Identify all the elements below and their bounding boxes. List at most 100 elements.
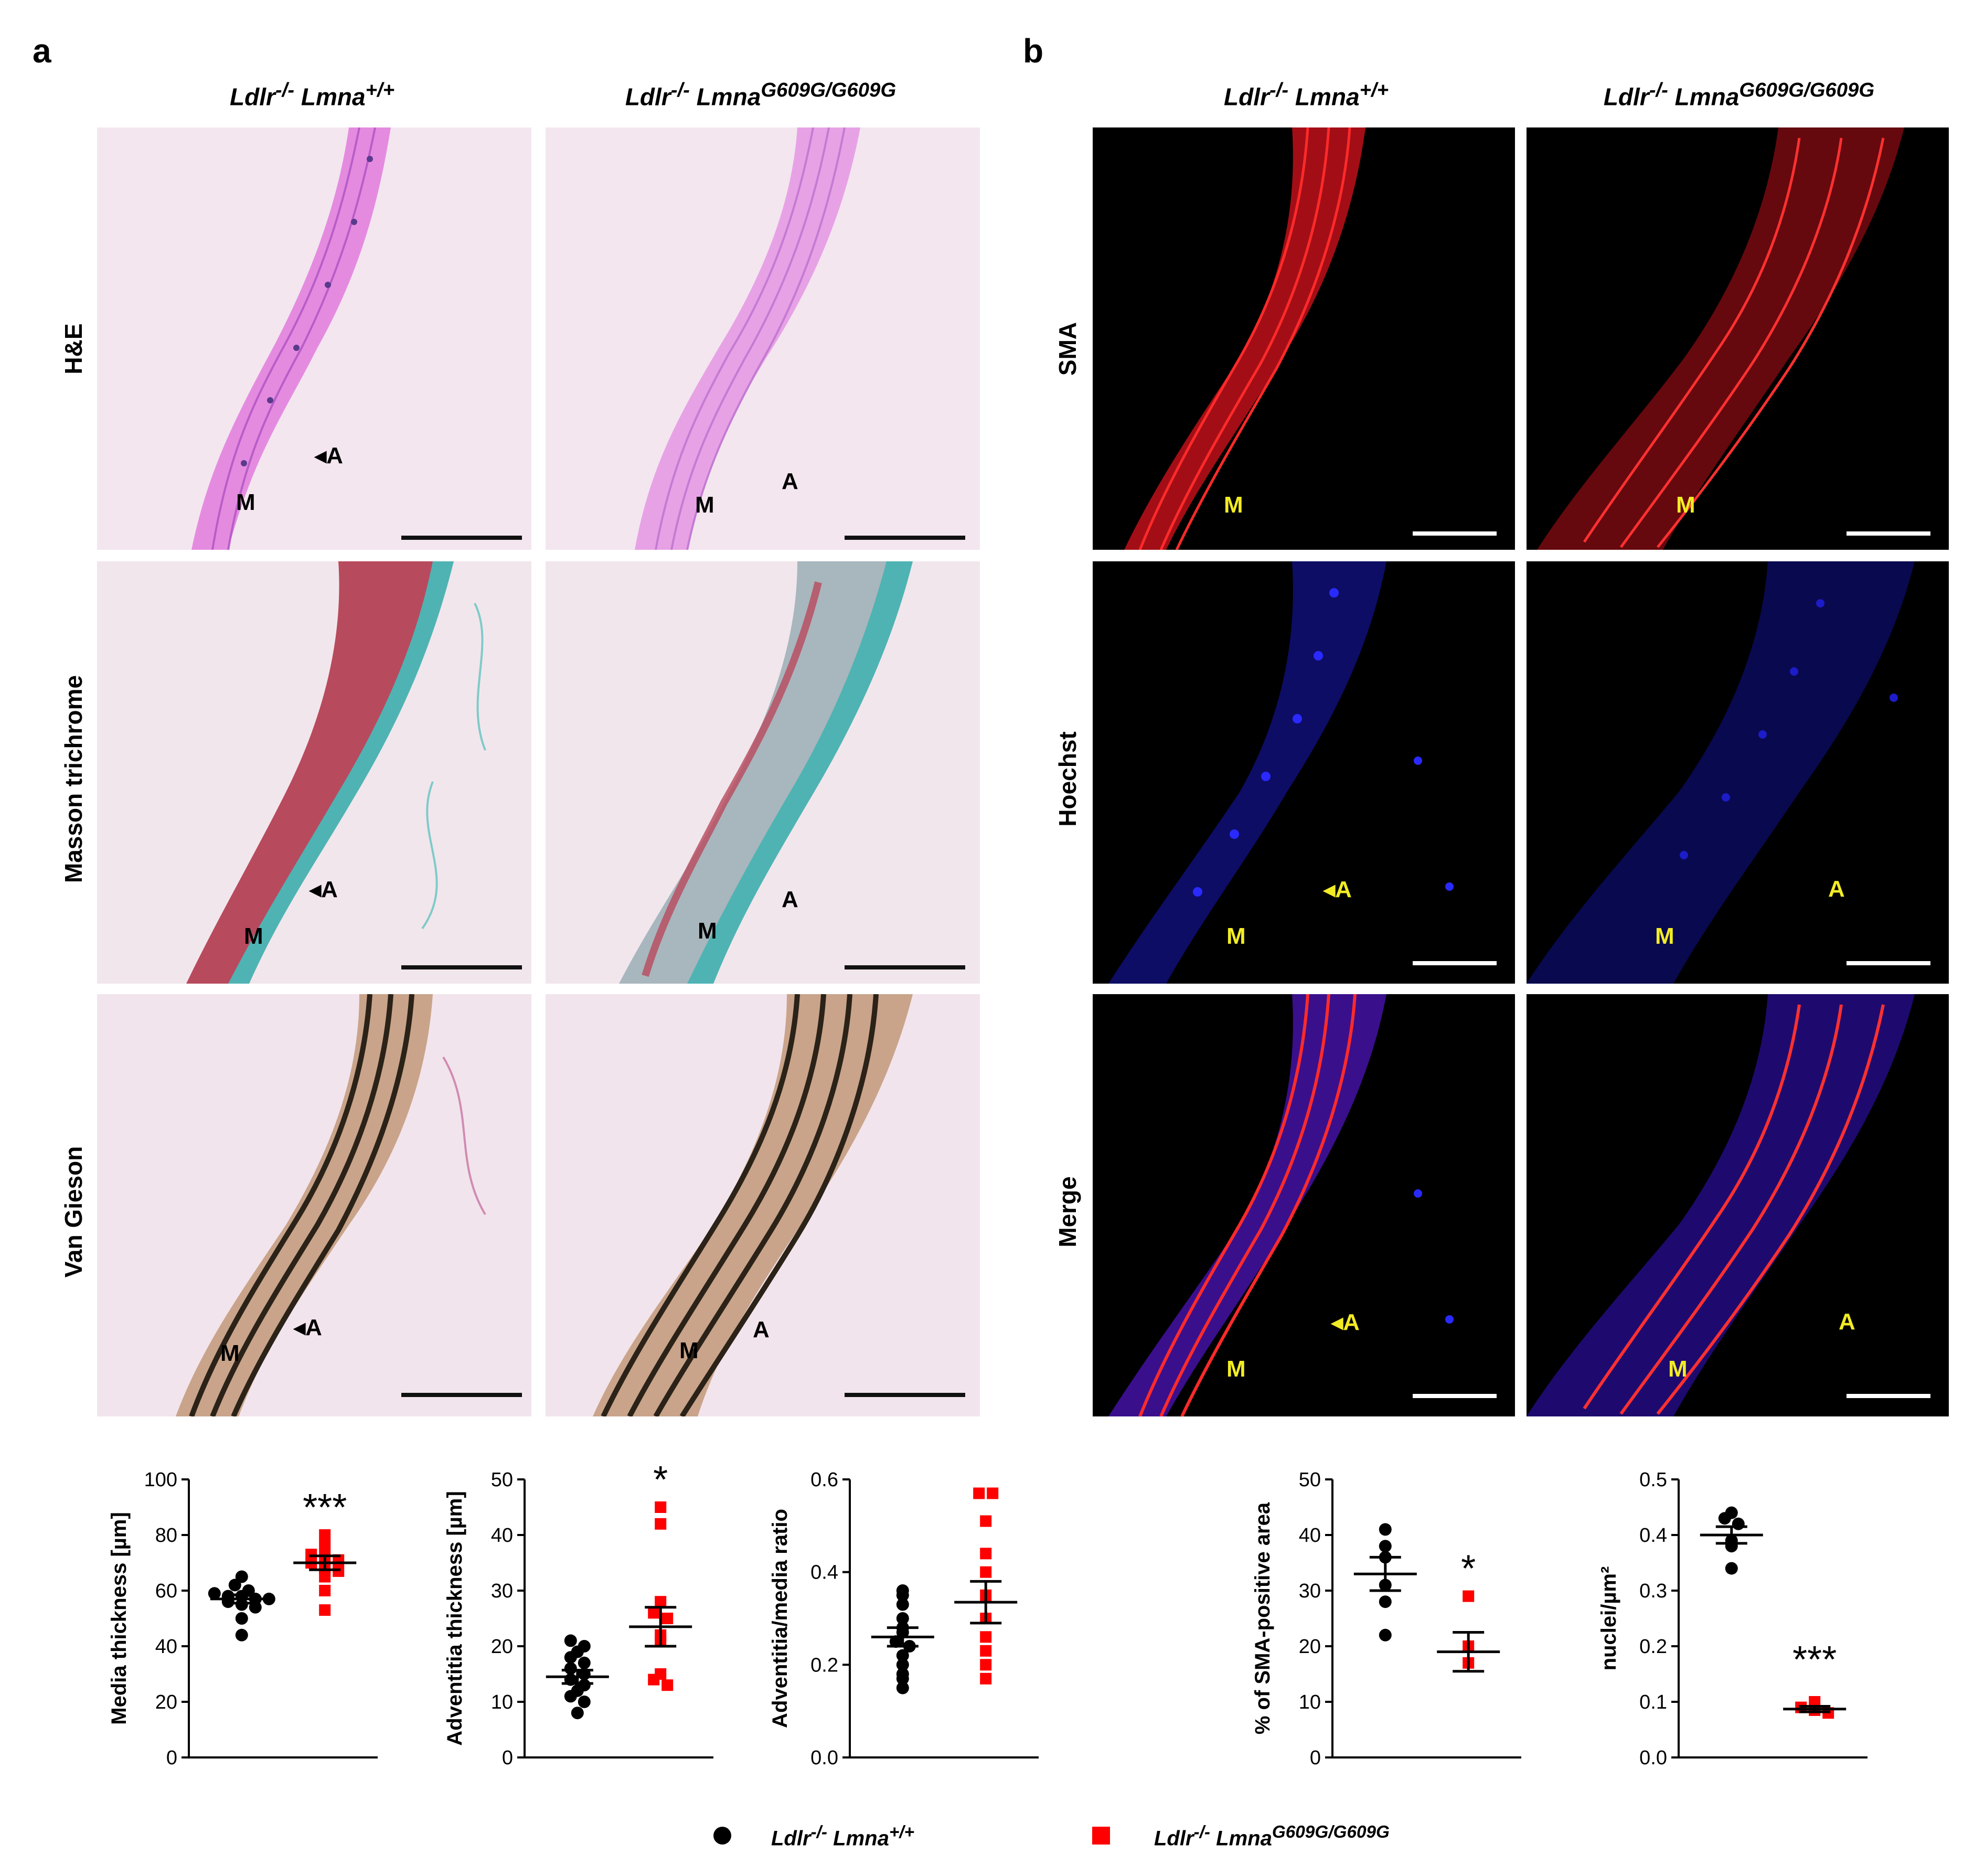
image-he-mutant: M A: [546, 127, 980, 550]
label-adventitia: A: [1828, 876, 1845, 902]
legend-label-mutant: Ldlr-/- LmnaG609G/G609G: [1154, 1822, 1390, 1850]
panel-b-col-title-2: Ldlr-/- LmnaG609G/G609G: [1603, 79, 1875, 111]
scale-bar: [1847, 1394, 1930, 1398]
data-point: [578, 1696, 591, 1708]
data-point: [1379, 1523, 1392, 1536]
data-point: [655, 1596, 667, 1608]
data-point: [1379, 1628, 1392, 1642]
label-media: M: [236, 489, 255, 515]
scale-bar: [1413, 1394, 1497, 1398]
label-media: M: [1224, 492, 1243, 518]
y-tick-label: 0.2: [810, 1654, 838, 1676]
chart-nuclei-density: 0.0 0.1 0.2 0.3 0.4 0.5 nuclei/µm² ***: [1574, 1464, 1888, 1805]
y-tick-label: 0.4: [810, 1562, 838, 1584]
row-label-merge: Merge: [1054, 1176, 1081, 1248]
data-point: [578, 1656, 591, 1669]
y-tick-label: 100: [144, 1469, 177, 1491]
data-point: [655, 1501, 667, 1513]
row-label-masson: Masson trichrome: [60, 675, 87, 883]
y-tick-label: 0.5: [1639, 1469, 1667, 1491]
scale-bar: [1413, 531, 1497, 536]
data-point: [228, 1579, 241, 1592]
label-media: M: [220, 1340, 240, 1366]
y-tick-label: 0.6: [810, 1469, 838, 1491]
y-tick-label: 0.1: [1639, 1691, 1667, 1713]
data-point: [1463, 1590, 1475, 1602]
image-vangieson-mutant: M A: [546, 994, 980, 1416]
panel-a-col-title-2: Ldlr-/- LmnaG609G/G609G: [625, 79, 897, 111]
data-point: [319, 1571, 331, 1583]
data-point: [208, 1587, 221, 1600]
label-adventitia: A: [782, 468, 798, 494]
y-tick-label: 30: [1299, 1580, 1321, 1602]
y-tick-label: 0.2: [1639, 1636, 1667, 1658]
label-media: M: [1676, 492, 1695, 518]
scale-bar: [401, 1393, 522, 1397]
data-point: [564, 1690, 577, 1703]
data-point: [896, 1598, 909, 1611]
row-label-sma: SMA: [1054, 322, 1081, 376]
label-adventitia: ◂A: [294, 1315, 322, 1340]
significance-label: ***: [303, 1487, 347, 1529]
data-point: [648, 1607, 660, 1619]
y-tick-label: 20: [1299, 1636, 1321, 1658]
image-masson-wildtype: M ◂A: [97, 561, 531, 984]
data-point: [235, 1570, 248, 1583]
image-merge-mutant: M A: [1527, 994, 1949, 1416]
y-tick-label: 50: [1299, 1469, 1321, 1491]
scale-bar: [845, 1393, 965, 1397]
chart-adventitia-media-ratio: 0.0 0.2 0.4 0.6 Adventitia/media ratio: [745, 1464, 1060, 1805]
legend-label-wildtype: Ldlr-/- Lmna+/+: [771, 1822, 914, 1850]
chart-media-thickness: 0 20 40 60 80 100 Media thickness [µm] ***: [84, 1464, 399, 1805]
y-tick-label: 0: [502, 1747, 513, 1769]
data-point: [1379, 1595, 1392, 1608]
y-axis-label: Media thickness [µm]: [108, 1512, 131, 1724]
y-tick-label: 10: [1299, 1691, 1321, 1713]
significance-label: *: [1461, 1548, 1476, 1590]
data-point: [1718, 1512, 1731, 1525]
data-point: [987, 1487, 999, 1499]
data-point: [319, 1540, 331, 1552]
data-point: [319, 1604, 331, 1616]
y-tick-label: 0.4: [1639, 1525, 1667, 1547]
legend-circle-marker: [713, 1827, 731, 1845]
data-point: [661, 1613, 674, 1624]
row-label-he: H&E: [60, 323, 87, 375]
image-sma-mutant: M: [1527, 127, 1949, 550]
label-adventitia: ◂A: [310, 877, 338, 902]
scale-bar: [401, 536, 522, 540]
y-tick-label: 20: [155, 1691, 177, 1713]
data-point: [319, 1585, 331, 1596]
y-tick-label: 0.3: [1639, 1580, 1667, 1602]
data-point: [235, 1598, 248, 1611]
data-point: [889, 1635, 902, 1648]
scale-bar: [845, 536, 965, 540]
data-point: [980, 1659, 992, 1671]
y-tick-label: 0.0: [1639, 1747, 1667, 1769]
scale-bar: [845, 965, 965, 969]
chart-svg: 0 20 40 60 80 100 Media thickness [µm] ***: [108, 1469, 378, 1769]
chart-adventitia-thickness: 0 10 20 30 40 50 Adventitia thickness [µm] *: [420, 1459, 734, 1805]
data-point: [896, 1649, 909, 1662]
label-media: M: [698, 918, 717, 944]
y-tick-label: 0.0: [810, 1747, 838, 1769]
image-hoechst-wildtype: M ◂A: [1093, 561, 1515, 984]
y-tick-label: 40: [491, 1525, 513, 1547]
data-point: [1732, 1517, 1745, 1530]
data-point: [980, 1645, 992, 1657]
data-point: [235, 1612, 248, 1625]
data-point: [221, 1595, 234, 1608]
row-label-hoechst: Hoechst: [1054, 731, 1081, 827]
significance-label: ***: [1792, 1639, 1837, 1681]
y-tick-label: 10: [491, 1691, 513, 1713]
label-adventitia: ◂A: [1331, 1309, 1360, 1335]
y-tick-label: 20: [491, 1636, 513, 1658]
y-axis-label: % of SMA-positive area: [1251, 1502, 1274, 1734]
legend: Ldlr-/- Lmna+/+ Ldlr-/- LmnaG609G/G609G: [703, 1815, 1437, 1857]
data-point: [980, 1548, 992, 1560]
data-point: [571, 1707, 584, 1720]
label-media: M: [695, 492, 714, 518]
data-point: [1379, 1540, 1392, 1553]
image-he-wildtype: M ◂A: [97, 127, 531, 550]
label-adventitia: A: [1839, 1309, 1855, 1335]
